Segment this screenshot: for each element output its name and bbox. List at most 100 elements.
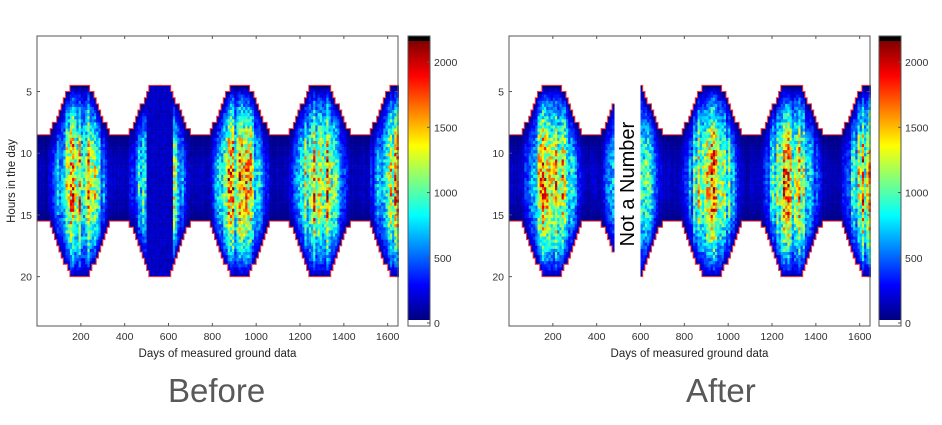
- heatmap-cell: [107, 218, 110, 222]
- heatmap-cell: [183, 221, 187, 225]
- heatmap-cell: [37, 184, 40, 188]
- heatmap-cell: [67, 131, 71, 136]
- heatmap-cell: [251, 248, 255, 253]
- heatmap-cell: [227, 267, 231, 271]
- heatmap-cell: [98, 119, 101, 123]
- heatmap-cell: [118, 214, 121, 219]
- heatmap-cell: [247, 131, 250, 136]
- heatmap-cell: [45, 187, 49, 191]
- heatmap-cell: [115, 140, 119, 145]
- heatmap-cell: [236, 208, 239, 213]
- heatmap-cell: [223, 255, 226, 259]
- heatmap-cell: [269, 199, 272, 203]
- heatmap-cell: [179, 205, 182, 210]
- heatmap-cell: [199, 137, 202, 142]
- heatmap-cell: [76, 177, 79, 182]
- heatmap-cell: [210, 147, 213, 151]
- heatmap-cell: [223, 193, 226, 197]
- heatmap-cell: [47, 218, 51, 222]
- heatmap-cell: [264, 187, 268, 191]
- heatmap-cell: [207, 134, 211, 139]
- heatmap-cell: [232, 150, 235, 154]
- heatmap-cell: [251, 251, 255, 256]
- heatmap-cell: [269, 137, 272, 142]
- heatmap-cell: [172, 211, 176, 216]
- heatmap-cell: [172, 224, 176, 228]
- heatmap-cell: [144, 202, 147, 206]
- heatmap-cell: [229, 193, 233, 197]
- heatmap-cell: [164, 147, 167, 151]
- heatmap-cell: [85, 103, 88, 108]
- heatmap-cell: [63, 153, 66, 157]
- heatmap-cell: [54, 196, 58, 200]
- heatmap-cell: [271, 156, 275, 160]
- heatmap-cell: [166, 137, 169, 142]
- heatmap-cell: [203, 218, 207, 222]
- heatmap-cell: [210, 137, 213, 142]
- heatmap-cell: [168, 143, 171, 148]
- heatmap-cell: [161, 119, 165, 123]
- heatmap-cell: [221, 153, 224, 157]
- heatmap-cell: [98, 159, 101, 163]
- heatmap-cell: [247, 184, 250, 188]
- heatmap-cell: [155, 116, 158, 120]
- heatmap-cell: [170, 227, 174, 231]
- heatmap-cell: [161, 224, 165, 228]
- heatmap-cell: [93, 230, 97, 234]
- heatmap-cell: [260, 211, 264, 216]
- heatmap-cell: [72, 270, 75, 274]
- heatmap-cell: [190, 153, 193, 157]
- heatmap-cell: [225, 245, 228, 250]
- heatmap-cell: [227, 110, 231, 114]
- heatmap-cell: [175, 134, 178, 139]
- heatmap-cell: [146, 150, 150, 154]
- heatmap-cell: [256, 140, 259, 145]
- heatmap-cell: [164, 103, 167, 108]
- heatmap-cell: [39, 196, 42, 200]
- heatmap-cell: [78, 156, 82, 160]
- heatmap-cell: [175, 147, 178, 151]
- heatmap-cell: [221, 251, 224, 256]
- heatmap-cell: [50, 168, 53, 173]
- heatmap-cell: [262, 159, 266, 163]
- heatmap-cell: [164, 193, 167, 197]
- heatmap-cell: [65, 168, 68, 173]
- heatmap-cell: [133, 227, 136, 231]
- heatmap-cell: [227, 177, 231, 182]
- heatmap-cell: [155, 230, 158, 234]
- heatmap-cell: [144, 245, 147, 250]
- heatmap-cell: [170, 221, 174, 225]
- heatmap-cell: [37, 162, 40, 166]
- heatmap-cell: [223, 153, 226, 157]
- heatmap-cell: [67, 264, 71, 268]
- heatmap-cell: [159, 190, 163, 194]
- heatmap-cell: [186, 153, 189, 157]
- heatmap-cell: [251, 131, 255, 136]
- heatmap-cell: [72, 159, 75, 163]
- heatmap-cell: [170, 147, 174, 151]
- heatmap-cell: [137, 196, 141, 200]
- heatmap-cell: [153, 88, 156, 92]
- heatmap-cell: [218, 174, 222, 179]
- heatmap-cell: [133, 134, 136, 139]
- heatmap-cell: [201, 208, 204, 213]
- heatmap-cell: [177, 193, 180, 197]
- heatmap-cell: [109, 147, 112, 151]
- heatmap-cell: [175, 202, 178, 206]
- heatmap-cell: [135, 193, 139, 197]
- heatmap-cell: [256, 233, 259, 237]
- heatmap-cell: [115, 171, 119, 176]
- heatmap-cell: [179, 242, 182, 247]
- heatmap-cell: [65, 134, 68, 139]
- heatmap-cell: [280, 143, 283, 148]
- heatmap-cell: [65, 140, 68, 145]
- heatmap-cell: [54, 214, 58, 219]
- heatmap-cell: [76, 190, 79, 194]
- heatmap-cell: [240, 174, 244, 179]
- heatmap-cell: [188, 221, 191, 225]
- heatmap-cell: [229, 214, 233, 219]
- heatmap-cell: [89, 137, 93, 142]
- heatmap-cell: [183, 128, 187, 132]
- heatmap-cell: [236, 227, 239, 231]
- heatmap-cell: [142, 106, 145, 111]
